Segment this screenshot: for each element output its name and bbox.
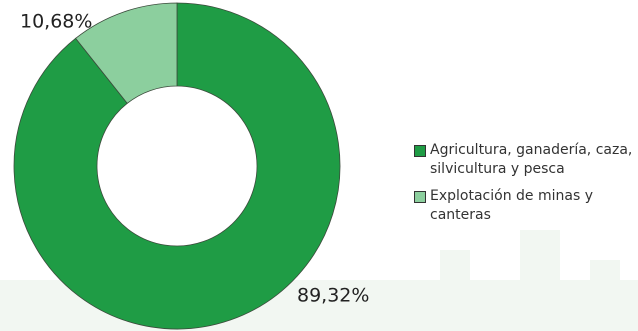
legend-label: Agricultura, ganadería, caza, silvicultu… — [430, 142, 633, 177]
legend-swatch — [414, 191, 426, 203]
donut-slice — [13, 2, 341, 330]
legend-item: Agricultura, ganadería, caza, silvicultu… — [414, 141, 634, 179]
legend-item: Explotación de minas y canteras — [414, 187, 634, 225]
donut-slice — [75, 2, 178, 104]
legend-swatch — [414, 145, 426, 157]
legend: Agricultura, ganadería, caza, silvicultu… — [414, 141, 634, 233]
legend-label: Explotación de minas y canteras — [430, 188, 593, 223]
value-label: 10,68% — [20, 11, 92, 33]
value-label: 89,32% — [297, 285, 369, 307]
